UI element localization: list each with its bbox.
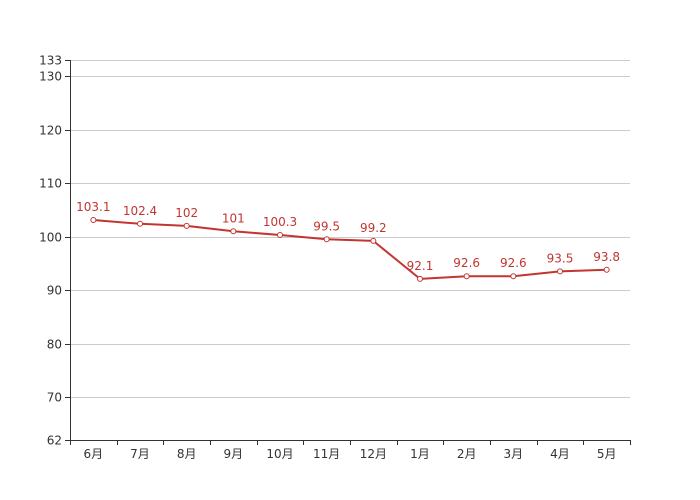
- x-tick-label: 8月: [177, 447, 197, 461]
- data-series: [90, 217, 610, 282]
- data-point[interactable]: [137, 220, 143, 227]
- data-label: 92.1: [407, 259, 434, 273]
- data-label: 100.3: [263, 215, 297, 229]
- x-tick-label: 5月: [597, 447, 617, 461]
- data-point[interactable]: [370, 237, 377, 244]
- data-point[interactable]: [183, 222, 190, 229]
- data-point[interactable]: [417, 275, 423, 282]
- y-tick-label: 133: [39, 54, 62, 68]
- data-point[interactable]: [603, 266, 610, 273]
- x-tick-label: 10月: [266, 447, 293, 461]
- data-point[interactable]: [277, 232, 283, 239]
- x-tick-label: 4月: [550, 447, 570, 461]
- y-tick-label: 100: [39, 231, 62, 245]
- x-tick-label: 3月: [504, 447, 524, 461]
- data-point[interactable]: [557, 268, 563, 275]
- data-label: 99.2: [360, 221, 387, 235]
- y-tick-label: 90: [47, 284, 62, 298]
- data-label: 102.4: [123, 204, 157, 218]
- x-tick-label: 11月: [313, 447, 340, 461]
- data-label: 102: [175, 206, 198, 220]
- data-label: 99.5: [313, 219, 340, 233]
- y-tick-labels: 62 70 80 90 100 110 120 130 133: [39, 54, 62, 448]
- data-label: 93.8: [593, 250, 620, 264]
- x-tick-label: 6月: [84, 447, 104, 461]
- y-tick-label: 130: [39, 70, 62, 84]
- data-label: 93.5: [547, 251, 574, 265]
- x-tick-label: 7月: [130, 447, 150, 461]
- data-point[interactable]: [230, 228, 237, 235]
- axes: [65, 60, 631, 445]
- x-tick-label: 9月: [224, 447, 244, 461]
- gridlines: [70, 60, 630, 398]
- data-label: 103.1: [76, 200, 110, 214]
- data-point[interactable]: [90, 217, 97, 224]
- data-labels: 103.1 102.4 102 101 100.3 99.5 99.2 92.1 92.6 92.…: [76, 200, 620, 273]
- x-tick-label: 1月: [410, 447, 430, 461]
- x-tick-labels: 6月 7月 8月 9月 10月 11月 12月 1月 2月 3月 4月 5月: [84, 447, 617, 461]
- data-label: 92.6: [453, 256, 480, 270]
- y-tick-label: 110: [39, 177, 62, 191]
- data-label: 101: [222, 211, 245, 225]
- y-tick-label: 62: [47, 434, 62, 448]
- data-point[interactable]: [323, 236, 330, 243]
- y-tick-label: 70: [47, 391, 62, 405]
- data-point[interactable]: [463, 273, 470, 280]
- x-tick-label: 2月: [457, 447, 477, 461]
- data-label: 92.6: [500, 256, 527, 270]
- x-tick-label: 12月: [360, 447, 387, 461]
- series-line: [93, 219, 607, 280]
- y-tick-label: 80: [47, 338, 62, 352]
- y-tick-label: 120: [39, 124, 62, 138]
- data-point[interactable]: [510, 273, 517, 280]
